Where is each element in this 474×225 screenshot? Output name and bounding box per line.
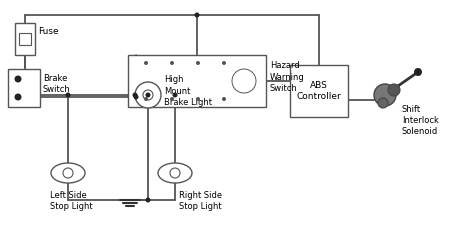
Bar	[128, 55, 266, 107]
Circle shape	[134, 94, 138, 99]
Circle shape	[388, 84, 400, 96]
Text: Left Side
Stop Light: Left Side Stop Light	[50, 191, 92, 211]
Circle shape	[414, 68, 422, 76]
Circle shape	[194, 13, 200, 18]
Circle shape	[232, 69, 256, 93]
Circle shape	[144, 61, 148, 65]
Circle shape	[170, 97, 174, 101]
Circle shape	[222, 61, 226, 65]
Circle shape	[65, 92, 71, 97]
Circle shape	[173, 92, 177, 97]
Bar	[19, 33, 31, 45]
Text: Right Side
Stop Light: Right Side Stop Light	[179, 191, 222, 211]
Bar	[290, 65, 348, 117]
Circle shape	[374, 84, 396, 106]
Text: Fuse: Fuse	[38, 27, 59, 36]
Circle shape	[378, 98, 388, 108]
Circle shape	[170, 61, 174, 65]
Circle shape	[146, 198, 151, 203]
Text: Hazard
Warning
Switch: Hazard Warning Switch	[270, 61, 305, 93]
Text: High
Mount
Brake Light: High Mount Brake Light	[164, 75, 212, 107]
Ellipse shape	[158, 163, 192, 183]
Circle shape	[222, 97, 226, 101]
Circle shape	[133, 92, 137, 97]
Circle shape	[143, 90, 153, 100]
Text: ABS
Controller: ABS Controller	[297, 81, 341, 101]
Bar	[8, 69, 40, 107]
Circle shape	[135, 82, 161, 108]
Text: Shift
Interlock
Solenoid: Shift Interlock Solenoid	[402, 105, 439, 136]
Circle shape	[196, 61, 200, 65]
Circle shape	[63, 168, 73, 178]
Circle shape	[15, 76, 21, 83]
Circle shape	[144, 97, 148, 101]
Ellipse shape	[51, 163, 85, 183]
Circle shape	[196, 97, 200, 101]
Circle shape	[146, 92, 151, 97]
Circle shape	[170, 168, 180, 178]
Circle shape	[15, 94, 21, 101]
Text: Brake
Switch: Brake Switch	[43, 74, 71, 94]
Bar	[15, 23, 35, 55]
